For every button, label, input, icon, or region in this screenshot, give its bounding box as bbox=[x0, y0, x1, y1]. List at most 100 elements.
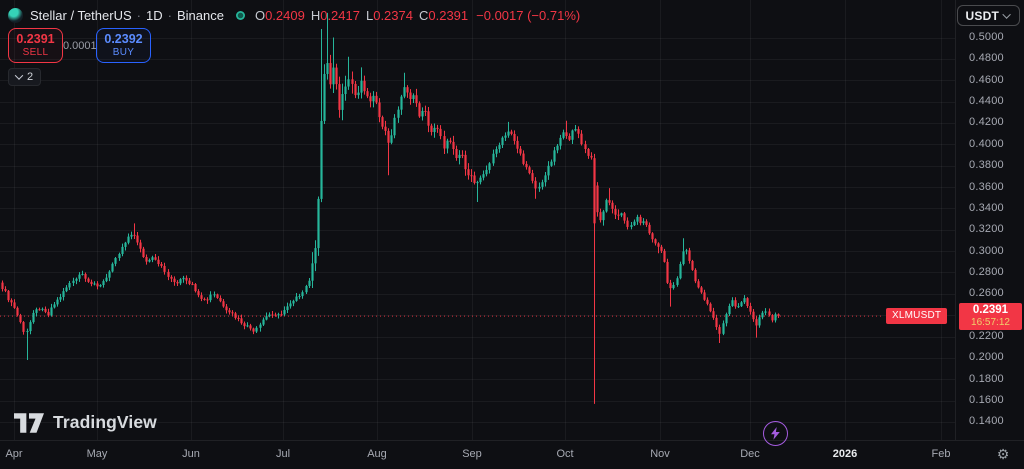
candlestick-plot[interactable] bbox=[0, 0, 955, 440]
exchange-label[interactable]: Binance bbox=[176, 7, 224, 23]
sell-button[interactable]: 0.2391 SELL bbox=[8, 28, 63, 63]
flash-actions-button[interactable] bbox=[763, 421, 788, 446]
candle-body bbox=[691, 260, 694, 270]
price-tick-label: 0.4800 bbox=[969, 52, 1004, 65]
time-tick-label: 2026 bbox=[832, 448, 858, 460]
symbol-price-line-badge: XLMUSDT bbox=[886, 308, 948, 325]
candle-body bbox=[513, 133, 516, 141]
currency-selector-button[interactable]: USDT bbox=[956, 5, 1020, 26]
legend: Stellar / TetherUS · 1D · Binance O0.240… bbox=[8, 7, 580, 23]
candle-body bbox=[602, 211, 605, 221]
candle-body bbox=[547, 165, 550, 176]
candle-body bbox=[761, 312, 764, 318]
candle-body bbox=[216, 294, 219, 299]
price-tick-label: 0.2600 bbox=[969, 287, 1004, 300]
symbol-title[interactable]: Stellar / TetherUS bbox=[30, 7, 132, 23]
candle-body bbox=[357, 92, 360, 96]
candle-body bbox=[599, 212, 602, 221]
candle-body bbox=[703, 292, 706, 300]
price-axis[interactable]: 0.2391 16:57:12 0.5000 0.4800 0.4600 0.4400… bbox=[955, 0, 1024, 440]
candle-body bbox=[84, 273, 87, 279]
candle-body bbox=[170, 276, 173, 279]
candle-body bbox=[409, 92, 412, 100]
candle-body bbox=[492, 153, 495, 164]
candle-body bbox=[96, 283, 99, 287]
candle-body bbox=[439, 128, 442, 137]
candle-body bbox=[160, 264, 163, 266]
candle-body bbox=[176, 282, 179, 284]
candle-body bbox=[75, 278, 78, 281]
candle-body bbox=[433, 127, 436, 133]
candle-body bbox=[617, 214, 620, 216]
candle-body bbox=[108, 271, 111, 278]
candle-body bbox=[446, 140, 449, 149]
candle-body bbox=[669, 282, 672, 289]
candle-body bbox=[372, 95, 375, 102]
spread-value: 0.0001 bbox=[63, 39, 97, 52]
candle-body bbox=[458, 154, 461, 159]
market-status-icon[interactable] bbox=[235, 10, 245, 20]
candle-body bbox=[633, 221, 636, 226]
candle-body bbox=[173, 278, 176, 283]
gear-icon[interactable]: ⚙ bbox=[996, 447, 1010, 463]
time-tick-label: May bbox=[86, 448, 108, 460]
candle-body bbox=[534, 180, 537, 189]
buy-price: 0.2392 bbox=[104, 32, 143, 46]
candle-body bbox=[706, 299, 709, 304]
candle-body bbox=[498, 145, 501, 150]
candle-body bbox=[7, 290, 10, 301]
candle-body bbox=[314, 248, 317, 264]
candle-body bbox=[311, 263, 314, 281]
candle-body bbox=[556, 145, 559, 151]
candle-body bbox=[538, 186, 541, 189]
candle-body bbox=[737, 306, 740, 308]
candle-body bbox=[114, 258, 117, 264]
ohlc-high: H0.2417 bbox=[310, 7, 360, 23]
indicators-collapsed-chip[interactable]: 2 bbox=[8, 68, 42, 86]
price-tick-label: 0.3400 bbox=[969, 201, 1004, 214]
candle-body bbox=[443, 136, 446, 149]
candle-body bbox=[507, 131, 510, 136]
candle-body bbox=[265, 316, 268, 320]
time-tick-label: Jun bbox=[182, 448, 200, 460]
candle-body bbox=[657, 243, 660, 247]
time-axis[interactable]: ⚙ Apr May Jun Jul Aug Sep Oct Nov Dec 2026 Feb bbox=[0, 440, 1024, 469]
buy-button[interactable]: 0.2392 BUY bbox=[96, 28, 151, 63]
candle-body bbox=[455, 148, 458, 159]
candle-body bbox=[225, 306, 228, 311]
candle-body bbox=[305, 285, 308, 293]
candle-body bbox=[182, 277, 185, 280]
last-price-value: 0.2391 bbox=[972, 303, 1009, 316]
candle-body bbox=[630, 225, 633, 227]
candle-body bbox=[452, 141, 455, 149]
candle-body bbox=[10, 300, 13, 303]
candle-body bbox=[19, 315, 22, 323]
candle-body bbox=[400, 96, 403, 110]
candle-body bbox=[99, 285, 102, 287]
candle-body bbox=[715, 317, 718, 328]
candle-body bbox=[642, 221, 645, 224]
candle-body bbox=[562, 132, 565, 138]
interval-label[interactable]: 1D bbox=[145, 7, 163, 23]
candle-body bbox=[381, 117, 384, 127]
candle-body bbox=[387, 130, 390, 143]
candle-body bbox=[731, 300, 734, 306]
candle-body bbox=[283, 310, 286, 315]
candle-body bbox=[301, 292, 304, 297]
bar-countdown: 16:57:12 bbox=[971, 316, 1010, 328]
candle-body bbox=[136, 235, 139, 243]
chevron-down-icon bbox=[14, 71, 24, 80]
price-tick-label: 0.2200 bbox=[969, 330, 1004, 343]
tradingview-watermark[interactable]: TradingView bbox=[14, 412, 157, 433]
candle-body bbox=[476, 182, 479, 184]
candle-body bbox=[65, 287, 68, 292]
candle-body bbox=[255, 327, 258, 332]
candle-body bbox=[749, 306, 752, 312]
candle-body bbox=[406, 87, 409, 93]
candle-body bbox=[286, 306, 289, 311]
candle-body bbox=[56, 299, 59, 305]
candle-body bbox=[651, 233, 654, 240]
candle-body bbox=[59, 297, 62, 300]
candle-body bbox=[620, 213, 623, 216]
candle-body bbox=[234, 313, 237, 318]
